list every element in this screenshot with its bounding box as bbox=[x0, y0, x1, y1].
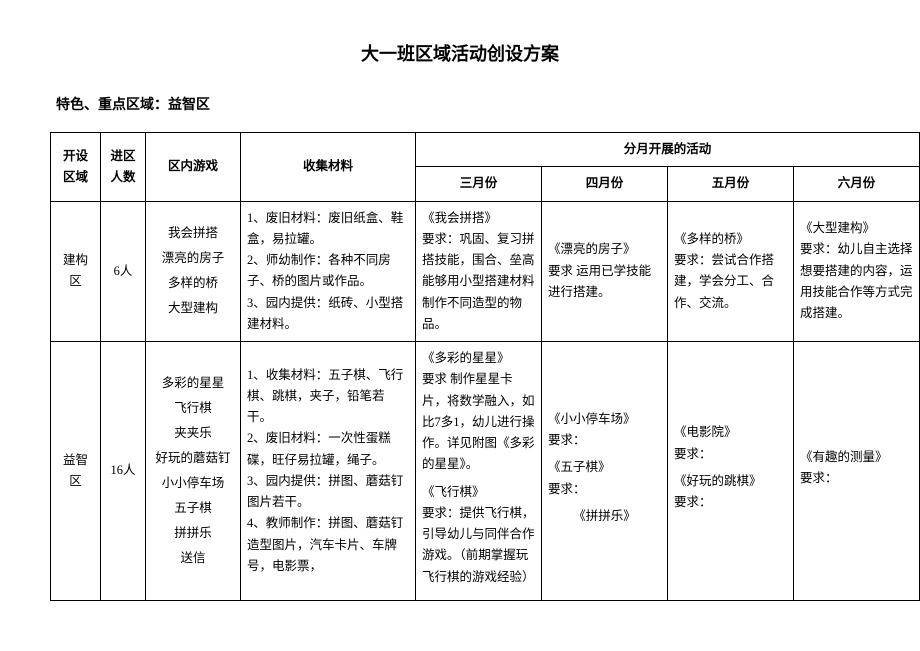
activity-block: 《有趣的测量》要求： bbox=[800, 447, 913, 490]
cell-march: 《我会拼搭》要求：巩固、复习拼搭技能，围合、垒高能够用小型搭建材料制作不同造型的… bbox=[416, 201, 542, 342]
cell-people: 6人 bbox=[101, 201, 146, 342]
col-people: 进区人数 bbox=[101, 133, 146, 202]
cell-materials: 1、收集材料：五子棋、飞行棋、跳棋，夹子，铅笔若干。2、废旧材料：一次性蛋糕碟，… bbox=[241, 342, 416, 601]
activity-block: 《拼拼乐》 bbox=[548, 506, 661, 527]
col-monthly-group: 分月开展的活动 bbox=[416, 133, 920, 167]
table-row: 益智区 16人 多彩的星星飞行棋夹夹乐好玩的蘑菇钉小小停车场五子棋拼拼乐送信 1… bbox=[51, 342, 920, 601]
cell-may: 《多样的桥》要求：尝试合作搭建，学会分工、合作、交流。 bbox=[668, 201, 794, 342]
col-month-march: 三月份 bbox=[416, 167, 542, 201]
col-materials: 收集材料 bbox=[241, 133, 416, 202]
cell-march: 《多彩的星星》要求 制作星星卡片，将数学融入，如比7多1，幼儿进行操作。详见附图… bbox=[416, 342, 542, 601]
cell-june: 《有趣的测量》要求： bbox=[794, 342, 920, 601]
table-row: 建构区 6人 我会拼搭漂亮的房子多样的桥大型建构 1、废旧材料：废旧纸盒、鞋盒，… bbox=[51, 201, 920, 342]
page-subtitle: 特色、重点区域：益智区 bbox=[56, 94, 870, 114]
activity-block: 《多彩的星星》要求 制作星星卡片，将数学融入，如比7多1，幼儿进行操作。详见附图… bbox=[422, 348, 535, 476]
col-month-june: 六月份 bbox=[794, 167, 920, 201]
cell-area: 益智区 bbox=[51, 342, 101, 601]
activity-block: 《五子棋》要求： bbox=[548, 457, 661, 500]
col-month-may: 五月份 bbox=[668, 167, 794, 201]
col-area: 开设区域 bbox=[51, 133, 101, 202]
col-games: 区内游戏 bbox=[146, 133, 241, 202]
cell-may: 《电影院》要求： 《好玩的跳棋》要求： bbox=[668, 342, 794, 601]
col-month-april: 四月份 bbox=[542, 167, 668, 201]
activity-block: 《飞行棋》要求：提供飞行棋，引导幼儿与同伴合作游戏。（前期掌握玩飞行棋的游戏经验… bbox=[422, 482, 535, 588]
table-header-row-1: 开设区域 进区人数 区内游戏 收集材料 分月开展的活动 bbox=[51, 133, 920, 167]
cell-games: 我会拼搭漂亮的房子多样的桥大型建构 bbox=[146, 201, 241, 342]
activity-block: 《电影院》要求： bbox=[674, 422, 787, 465]
cell-games: 多彩的星星飞行棋夹夹乐好玩的蘑菇钉小小停车场五子棋拼拼乐送信 bbox=[146, 342, 241, 601]
cell-materials: 1、废旧材料：废旧纸盒、鞋盒，易拉罐。2、师幼制作：各种不同房子、桥的图片或作品… bbox=[241, 201, 416, 342]
cell-people: 16人 bbox=[101, 342, 146, 601]
activity-table: 开设区域 进区人数 区内游戏 收集材料 分月开展的活动 三月份 四月份 五月份 … bbox=[50, 132, 920, 601]
activity-block: 《小小停车场》要求： bbox=[548, 409, 661, 452]
cell-area: 建构区 bbox=[51, 201, 101, 342]
cell-april: 《漂亮的房子》要求 运用已学技能进行搭建。 bbox=[542, 201, 668, 342]
activity-block: 《好玩的跳棋》要求： bbox=[674, 471, 787, 514]
page-title: 大一班区域活动创设方案 bbox=[50, 40, 870, 66]
cell-april: 《小小停车场》要求： 《五子棋》要求： 《拼拼乐》 bbox=[542, 342, 668, 601]
cell-june: 《大型建构》要求：幼儿自主选择想要搭建的内容，运用技能合作等方式完成搭建。 bbox=[794, 201, 920, 342]
